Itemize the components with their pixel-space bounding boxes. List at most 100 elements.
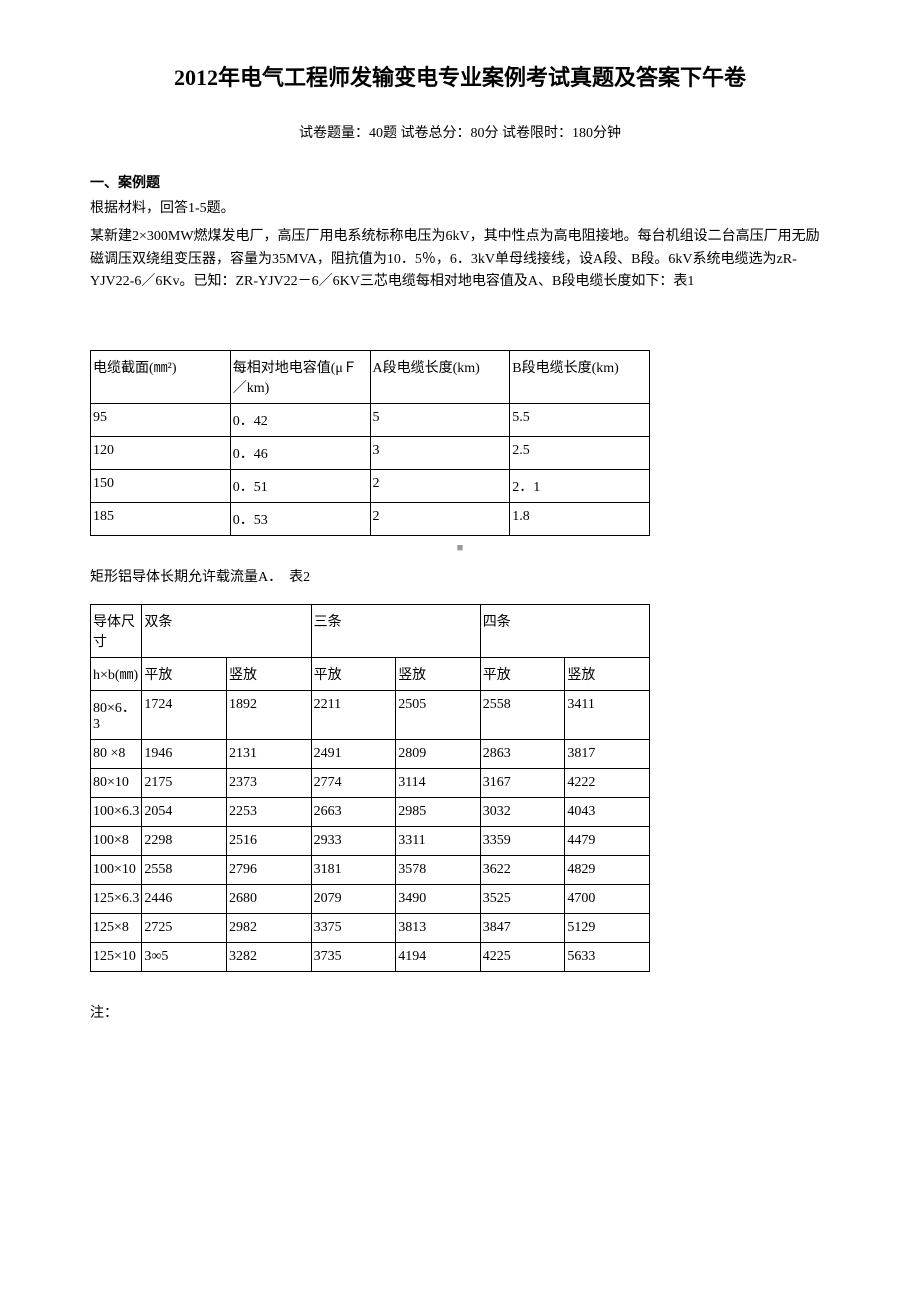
table-cell: 2 bbox=[370, 502, 510, 535]
table-cell: 4700 bbox=[565, 884, 650, 913]
table-cell: 0．42 bbox=[230, 403, 370, 436]
table-cell: 3817 bbox=[565, 739, 650, 768]
table-row: 125×10 3∞5 3282 3735 4194 4225 5633 bbox=[91, 942, 650, 971]
table-header-cell: 每相对地电容值(μＦ／km) bbox=[230, 350, 370, 403]
table-cell: 2373 bbox=[227, 768, 312, 797]
table-row: 80×10 2175 2373 2774 3114 3167 4222 bbox=[91, 768, 650, 797]
table-cell: 1946 bbox=[142, 739, 227, 768]
table-cell: 3359 bbox=[480, 826, 565, 855]
table-cell: 3∞5 bbox=[142, 942, 227, 971]
table-cell: 100×10 bbox=[91, 855, 142, 884]
table-row: 80×6．3 1724 1892 2211 2505 2558 3411 bbox=[91, 690, 650, 739]
table-cell: 0．46 bbox=[230, 436, 370, 469]
table-cell: 95 bbox=[91, 403, 231, 436]
table-row: 125×8 2725 2982 3375 3813 3847 5129 bbox=[91, 913, 650, 942]
table-header-cell: 双条 bbox=[142, 604, 311, 657]
table-header-cell: 三条 bbox=[311, 604, 480, 657]
table-cell: 2175 bbox=[142, 768, 227, 797]
table-cell: 1.8 bbox=[510, 502, 650, 535]
table-header-cell: B段电缆长度(km) bbox=[510, 350, 650, 403]
table-cell: 5.5 bbox=[510, 403, 650, 436]
page-marker: ■ bbox=[90, 542, 830, 554]
table-cell: 80 ×8 bbox=[91, 739, 142, 768]
intro-line: 根据材料，回答1-5题。 bbox=[90, 198, 830, 220]
table-row: 125×6.3 2446 2680 2079 3490 3525 4700 bbox=[91, 884, 650, 913]
table-cell: 4043 bbox=[565, 797, 650, 826]
table-cell: 2725 bbox=[142, 913, 227, 942]
table-cell: 3847 bbox=[480, 913, 565, 942]
table-cell: 2211 bbox=[311, 690, 396, 739]
table-cell: 2982 bbox=[227, 913, 312, 942]
table-header-cell: 导体尺寸 bbox=[91, 604, 142, 657]
table-cell: 3525 bbox=[480, 884, 565, 913]
table-header-cell: 电缆截面(㎜²) bbox=[91, 350, 231, 403]
table-cell: 125×10 bbox=[91, 942, 142, 971]
table-cell: 2558 bbox=[142, 855, 227, 884]
table-cell: 80×10 bbox=[91, 768, 142, 797]
table-cell: 2796 bbox=[227, 855, 312, 884]
table-cell: 1892 bbox=[227, 690, 312, 739]
table-cell: 3181 bbox=[311, 855, 396, 884]
table-cell: 3578 bbox=[396, 855, 481, 884]
table-cell: 2．1 bbox=[510, 469, 650, 502]
table-row: 150 0．51 2 2．1 bbox=[91, 469, 650, 502]
table-cell: 100×6.3 bbox=[91, 797, 142, 826]
table-cell: 185 bbox=[91, 502, 231, 535]
table-header-cell: 平放 bbox=[311, 657, 396, 690]
table-cell: 2446 bbox=[142, 884, 227, 913]
table-cell: 5633 bbox=[565, 942, 650, 971]
table-cell: 3490 bbox=[396, 884, 481, 913]
page-title: 2012年电气工程师发输变电专业案例考试真题及答案下午卷 bbox=[90, 60, 830, 92]
table-cell: 2505 bbox=[396, 690, 481, 739]
table-cell: 2863 bbox=[480, 739, 565, 768]
table-cell: 150 bbox=[91, 469, 231, 502]
table-cell: 125×8 bbox=[91, 913, 142, 942]
table-header-cell: 四条 bbox=[480, 604, 649, 657]
table-cell: 4225 bbox=[480, 942, 565, 971]
table-cell: 4829 bbox=[565, 855, 650, 884]
table-cell: 3375 bbox=[311, 913, 396, 942]
table-cell: 2933 bbox=[311, 826, 396, 855]
table-cell: 2253 bbox=[227, 797, 312, 826]
table-cell: 4194 bbox=[396, 942, 481, 971]
table-cell: 4479 bbox=[565, 826, 650, 855]
table-cell: 2131 bbox=[227, 739, 312, 768]
table-cell: 3735 bbox=[311, 942, 396, 971]
table-cell: 3813 bbox=[396, 913, 481, 942]
table-header-cell: 平放 bbox=[142, 657, 227, 690]
table-cell: 2774 bbox=[311, 768, 396, 797]
table-cell: 0．53 bbox=[230, 502, 370, 535]
table-cell: 2663 bbox=[311, 797, 396, 826]
table-cell: 5 bbox=[370, 403, 510, 436]
table-header-cell: h×b(㎜) bbox=[91, 657, 142, 690]
table-row: 95 0．42 5 5.5 bbox=[91, 403, 650, 436]
problem-text: 某新建2×300MW燃煤发电厂，高压厂用电系统标称电压为6kV，其中性点为高电阻… bbox=[90, 226, 830, 293]
table-cell: 3622 bbox=[480, 855, 565, 884]
table-cell: 3032 bbox=[480, 797, 565, 826]
table-cell: 2054 bbox=[142, 797, 227, 826]
table-cell: 5129 bbox=[565, 913, 650, 942]
table-cell: 125×6.3 bbox=[91, 884, 142, 913]
table-header-cell: A段电缆长度(km) bbox=[370, 350, 510, 403]
table-cell: 2079 bbox=[311, 884, 396, 913]
table-row: 120 0．46 3 2.5 bbox=[91, 436, 650, 469]
table-cell: 0．51 bbox=[230, 469, 370, 502]
table-cell: 2.5 bbox=[510, 436, 650, 469]
exam-subtitle: 试卷题量：40题 试卷总分：80分 试卷限时：180分钟 bbox=[90, 122, 830, 142]
table-cell: 100×8 bbox=[91, 826, 142, 855]
table-subheader-row: h×b(㎜) 平放 竖放 平放 竖放 平放 竖放 bbox=[91, 657, 650, 690]
table-row: 80 ×8 1946 2131 2491 2809 2863 3817 bbox=[91, 739, 650, 768]
table-cell: 3167 bbox=[480, 768, 565, 797]
table-header-cell: 竖放 bbox=[396, 657, 481, 690]
table-row: 100×8 2298 2516 2933 3311 3359 4479 bbox=[91, 826, 650, 855]
table-cell: 2558 bbox=[480, 690, 565, 739]
table-header-cell: 平放 bbox=[480, 657, 565, 690]
table-cell: 2491 bbox=[311, 739, 396, 768]
cable-capacitance-table: 电缆截面(㎜²) 每相对地电容值(μＦ／km) A段电缆长度(km) B段电缆长… bbox=[90, 350, 650, 536]
section-heading: 一、案例题 bbox=[90, 172, 830, 192]
table-header-cell: 竖放 bbox=[565, 657, 650, 690]
table-cell: 3 bbox=[370, 436, 510, 469]
table2-caption: 矩形铝导体长期允许载流量A． 表2 bbox=[90, 566, 830, 586]
table-cell: 2298 bbox=[142, 826, 227, 855]
table-cell: 3114 bbox=[396, 768, 481, 797]
